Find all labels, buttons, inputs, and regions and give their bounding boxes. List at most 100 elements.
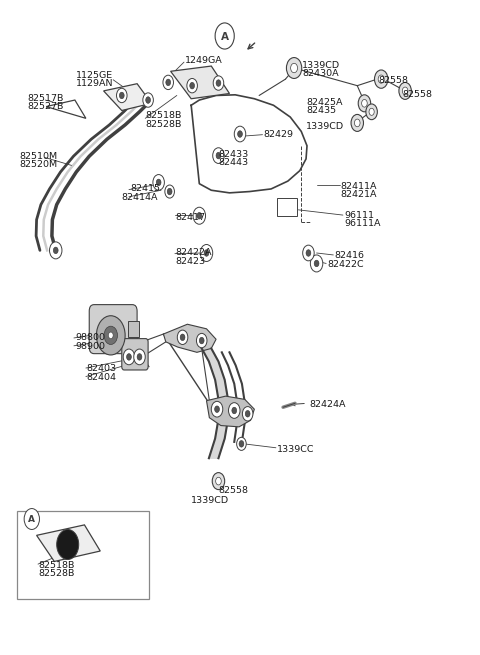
Circle shape bbox=[49, 242, 62, 259]
Circle shape bbox=[303, 245, 314, 261]
Text: 82435: 82435 bbox=[306, 106, 336, 115]
Circle shape bbox=[153, 174, 164, 190]
Text: 82527B: 82527B bbox=[27, 102, 63, 111]
FancyBboxPatch shape bbox=[89, 305, 137, 354]
Circle shape bbox=[127, 354, 132, 360]
Text: 82558: 82558 bbox=[379, 76, 409, 85]
Text: 1249GA: 1249GA bbox=[185, 56, 223, 66]
Circle shape bbox=[238, 131, 242, 138]
Polygon shape bbox=[104, 84, 152, 111]
Text: 82424A: 82424A bbox=[310, 400, 346, 409]
Circle shape bbox=[245, 411, 250, 417]
Text: 82443: 82443 bbox=[218, 159, 249, 167]
Circle shape bbox=[242, 407, 253, 421]
Circle shape bbox=[216, 477, 221, 485]
Polygon shape bbox=[215, 419, 228, 439]
Text: 82517B: 82517B bbox=[27, 94, 63, 103]
Text: 82433: 82433 bbox=[218, 150, 249, 159]
Circle shape bbox=[366, 104, 377, 120]
Circle shape bbox=[287, 58, 302, 79]
Text: 82518B: 82518B bbox=[146, 111, 182, 121]
Text: 98900: 98900 bbox=[75, 342, 105, 351]
Text: 82528B: 82528B bbox=[38, 569, 74, 578]
Polygon shape bbox=[170, 66, 229, 99]
Circle shape bbox=[211, 402, 223, 417]
Circle shape bbox=[215, 23, 234, 49]
Circle shape bbox=[134, 349, 145, 365]
Circle shape bbox=[311, 255, 323, 272]
Text: 96111: 96111 bbox=[344, 210, 374, 219]
Circle shape bbox=[204, 250, 209, 256]
Text: 82429: 82429 bbox=[263, 130, 293, 139]
Polygon shape bbox=[206, 396, 254, 427]
Polygon shape bbox=[218, 400, 228, 419]
Circle shape bbox=[165, 185, 174, 198]
Circle shape bbox=[196, 333, 207, 348]
Circle shape bbox=[237, 438, 246, 451]
Circle shape bbox=[96, 316, 125, 355]
Circle shape bbox=[234, 126, 246, 142]
Circle shape bbox=[402, 87, 408, 95]
Circle shape bbox=[399, 83, 411, 100]
Circle shape bbox=[361, 100, 367, 107]
Polygon shape bbox=[46, 100, 86, 119]
Circle shape bbox=[193, 207, 205, 224]
Circle shape bbox=[239, 441, 244, 447]
Circle shape bbox=[374, 70, 388, 88]
Text: A: A bbox=[28, 515, 36, 524]
Circle shape bbox=[199, 337, 204, 344]
Text: 82558: 82558 bbox=[403, 90, 433, 100]
Circle shape bbox=[197, 212, 202, 219]
Circle shape bbox=[57, 529, 79, 559]
Circle shape bbox=[180, 334, 185, 341]
Circle shape bbox=[290, 64, 298, 73]
Polygon shape bbox=[163, 324, 216, 352]
Bar bbox=[128, 321, 140, 337]
Circle shape bbox=[314, 260, 319, 267]
Circle shape bbox=[177, 330, 188, 345]
Text: 82417: 82417 bbox=[176, 213, 206, 222]
Polygon shape bbox=[209, 362, 225, 380]
Polygon shape bbox=[215, 380, 228, 400]
Circle shape bbox=[120, 92, 124, 99]
Text: 82518B: 82518B bbox=[38, 561, 74, 570]
Circle shape bbox=[216, 153, 221, 159]
Circle shape bbox=[24, 508, 39, 529]
Bar bbox=[277, 198, 298, 216]
Circle shape bbox=[108, 332, 113, 339]
Text: 82422A: 82422A bbox=[176, 248, 212, 257]
Text: 1125GE: 1125GE bbox=[76, 71, 113, 80]
Circle shape bbox=[228, 403, 240, 419]
Circle shape bbox=[146, 97, 151, 103]
Circle shape bbox=[213, 148, 224, 164]
Text: 82415: 82415 bbox=[130, 185, 160, 193]
Circle shape bbox=[156, 179, 161, 185]
Circle shape bbox=[166, 79, 170, 86]
Circle shape bbox=[213, 76, 224, 90]
Circle shape bbox=[216, 80, 221, 86]
Text: 1339CD: 1339CD bbox=[191, 496, 229, 505]
Circle shape bbox=[369, 108, 374, 115]
Circle shape bbox=[351, 115, 363, 132]
Circle shape bbox=[123, 349, 135, 365]
Text: A: A bbox=[221, 31, 228, 42]
Text: 82414A: 82414A bbox=[121, 193, 158, 202]
Text: 82430A: 82430A bbox=[302, 69, 339, 79]
FancyBboxPatch shape bbox=[122, 339, 148, 370]
Text: 1129AN: 1129AN bbox=[76, 79, 114, 88]
Circle shape bbox=[200, 244, 213, 261]
Circle shape bbox=[137, 354, 142, 360]
Text: 1339CD: 1339CD bbox=[306, 122, 344, 131]
Text: 96111A: 96111A bbox=[344, 219, 381, 228]
Circle shape bbox=[163, 75, 173, 90]
Circle shape bbox=[167, 188, 172, 195]
Text: 82416: 82416 bbox=[335, 251, 365, 260]
Text: 82558: 82558 bbox=[218, 487, 249, 495]
Circle shape bbox=[215, 406, 219, 413]
Circle shape bbox=[212, 473, 225, 489]
Text: 82528B: 82528B bbox=[146, 120, 182, 129]
Circle shape bbox=[354, 119, 360, 127]
Text: 1339CC: 1339CC bbox=[277, 445, 315, 453]
Circle shape bbox=[187, 79, 197, 93]
Text: 98800: 98800 bbox=[75, 333, 105, 343]
